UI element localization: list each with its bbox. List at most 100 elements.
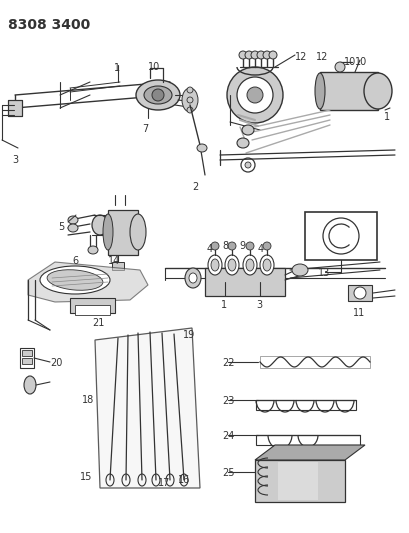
Ellipse shape bbox=[245, 51, 252, 59]
Ellipse shape bbox=[211, 242, 218, 250]
Bar bbox=[255, 400, 355, 410]
Bar bbox=[22, 358, 32, 364]
Text: 9: 9 bbox=[238, 241, 245, 251]
Ellipse shape bbox=[187, 87, 193, 93]
Ellipse shape bbox=[334, 62, 344, 72]
Text: 10: 10 bbox=[148, 62, 160, 72]
Ellipse shape bbox=[262, 259, 270, 271]
Ellipse shape bbox=[196, 144, 207, 152]
Text: 4: 4 bbox=[207, 244, 213, 254]
Text: 7: 7 bbox=[142, 124, 148, 134]
Text: 14: 14 bbox=[108, 256, 120, 266]
Bar bbox=[70, 298, 115, 313]
Ellipse shape bbox=[245, 242, 254, 250]
Ellipse shape bbox=[245, 162, 250, 168]
Ellipse shape bbox=[182, 88, 198, 112]
Text: 8: 8 bbox=[221, 241, 227, 251]
Ellipse shape bbox=[92, 215, 108, 235]
Ellipse shape bbox=[225, 255, 238, 275]
Text: 22: 22 bbox=[221, 358, 234, 368]
Ellipse shape bbox=[144, 86, 172, 104]
Ellipse shape bbox=[243, 255, 256, 275]
Text: 15: 15 bbox=[80, 472, 92, 482]
Text: 3: 3 bbox=[12, 155, 18, 165]
Bar bbox=[108, 210, 138, 255]
Text: 25: 25 bbox=[221, 468, 234, 478]
Bar bbox=[75, 305, 110, 315]
Text: 21: 21 bbox=[92, 318, 104, 328]
Ellipse shape bbox=[236, 138, 248, 148]
Ellipse shape bbox=[268, 51, 276, 59]
Text: 2: 2 bbox=[191, 182, 198, 192]
Bar bbox=[20, 348, 34, 368]
Bar bbox=[304, 212, 376, 260]
Text: 16: 16 bbox=[178, 475, 190, 485]
Ellipse shape bbox=[68, 224, 78, 232]
Text: 17: 17 bbox=[157, 478, 170, 488]
Ellipse shape bbox=[256, 51, 264, 59]
Text: 1: 1 bbox=[220, 300, 227, 310]
Ellipse shape bbox=[187, 97, 193, 103]
Ellipse shape bbox=[363, 73, 391, 109]
Ellipse shape bbox=[241, 125, 254, 135]
Ellipse shape bbox=[40, 266, 110, 294]
Ellipse shape bbox=[24, 376, 36, 394]
Ellipse shape bbox=[207, 255, 221, 275]
Text: 3: 3 bbox=[255, 300, 261, 310]
Ellipse shape bbox=[262, 242, 270, 250]
Bar bbox=[22, 350, 32, 356]
Text: 18: 18 bbox=[82, 395, 94, 405]
Ellipse shape bbox=[136, 80, 180, 110]
Ellipse shape bbox=[238, 51, 246, 59]
Ellipse shape bbox=[245, 259, 254, 271]
Text: 5: 5 bbox=[58, 222, 64, 232]
Ellipse shape bbox=[189, 273, 196, 283]
Text: 8308 3400: 8308 3400 bbox=[8, 18, 90, 32]
Ellipse shape bbox=[291, 264, 307, 276]
Ellipse shape bbox=[47, 270, 103, 290]
Ellipse shape bbox=[259, 255, 273, 275]
Bar bbox=[277, 462, 317, 500]
Text: 4: 4 bbox=[257, 244, 263, 254]
Polygon shape bbox=[95, 328, 200, 488]
Bar bbox=[254, 460, 344, 502]
Ellipse shape bbox=[130, 214, 146, 250]
Ellipse shape bbox=[187, 107, 193, 113]
Text: 23: 23 bbox=[221, 396, 234, 406]
Text: 1: 1 bbox=[114, 63, 120, 73]
Ellipse shape bbox=[211, 259, 218, 271]
Ellipse shape bbox=[88, 246, 98, 254]
Text: 20: 20 bbox=[50, 358, 62, 368]
Text: 10: 10 bbox=[343, 57, 355, 67]
Ellipse shape bbox=[103, 214, 113, 250]
Ellipse shape bbox=[152, 89, 164, 101]
Bar bbox=[347, 285, 371, 301]
Bar bbox=[8, 100, 22, 116]
Text: 13: 13 bbox=[317, 268, 329, 278]
Ellipse shape bbox=[262, 51, 270, 59]
Text: 1: 1 bbox=[383, 112, 389, 122]
Text: 24: 24 bbox=[221, 431, 234, 441]
Ellipse shape bbox=[227, 259, 236, 271]
Ellipse shape bbox=[246, 87, 262, 103]
Bar bbox=[319, 72, 377, 110]
Ellipse shape bbox=[227, 242, 236, 250]
Polygon shape bbox=[28, 262, 148, 302]
Ellipse shape bbox=[314, 73, 324, 109]
Ellipse shape bbox=[353, 287, 365, 299]
Ellipse shape bbox=[184, 268, 200, 288]
Ellipse shape bbox=[372, 73, 382, 109]
Bar bbox=[255, 435, 359, 445]
Text: 6: 6 bbox=[72, 256, 78, 266]
Text: 19: 19 bbox=[182, 330, 195, 340]
Ellipse shape bbox=[250, 51, 258, 59]
Ellipse shape bbox=[236, 77, 272, 113]
Bar bbox=[259, 356, 369, 368]
Text: 10: 10 bbox=[354, 57, 366, 67]
Text: 12: 12 bbox=[294, 52, 307, 62]
Text: 12: 12 bbox=[315, 52, 328, 62]
Polygon shape bbox=[254, 445, 364, 460]
Text: 11: 11 bbox=[352, 308, 364, 318]
Bar bbox=[112, 262, 124, 270]
Ellipse shape bbox=[227, 67, 282, 123]
